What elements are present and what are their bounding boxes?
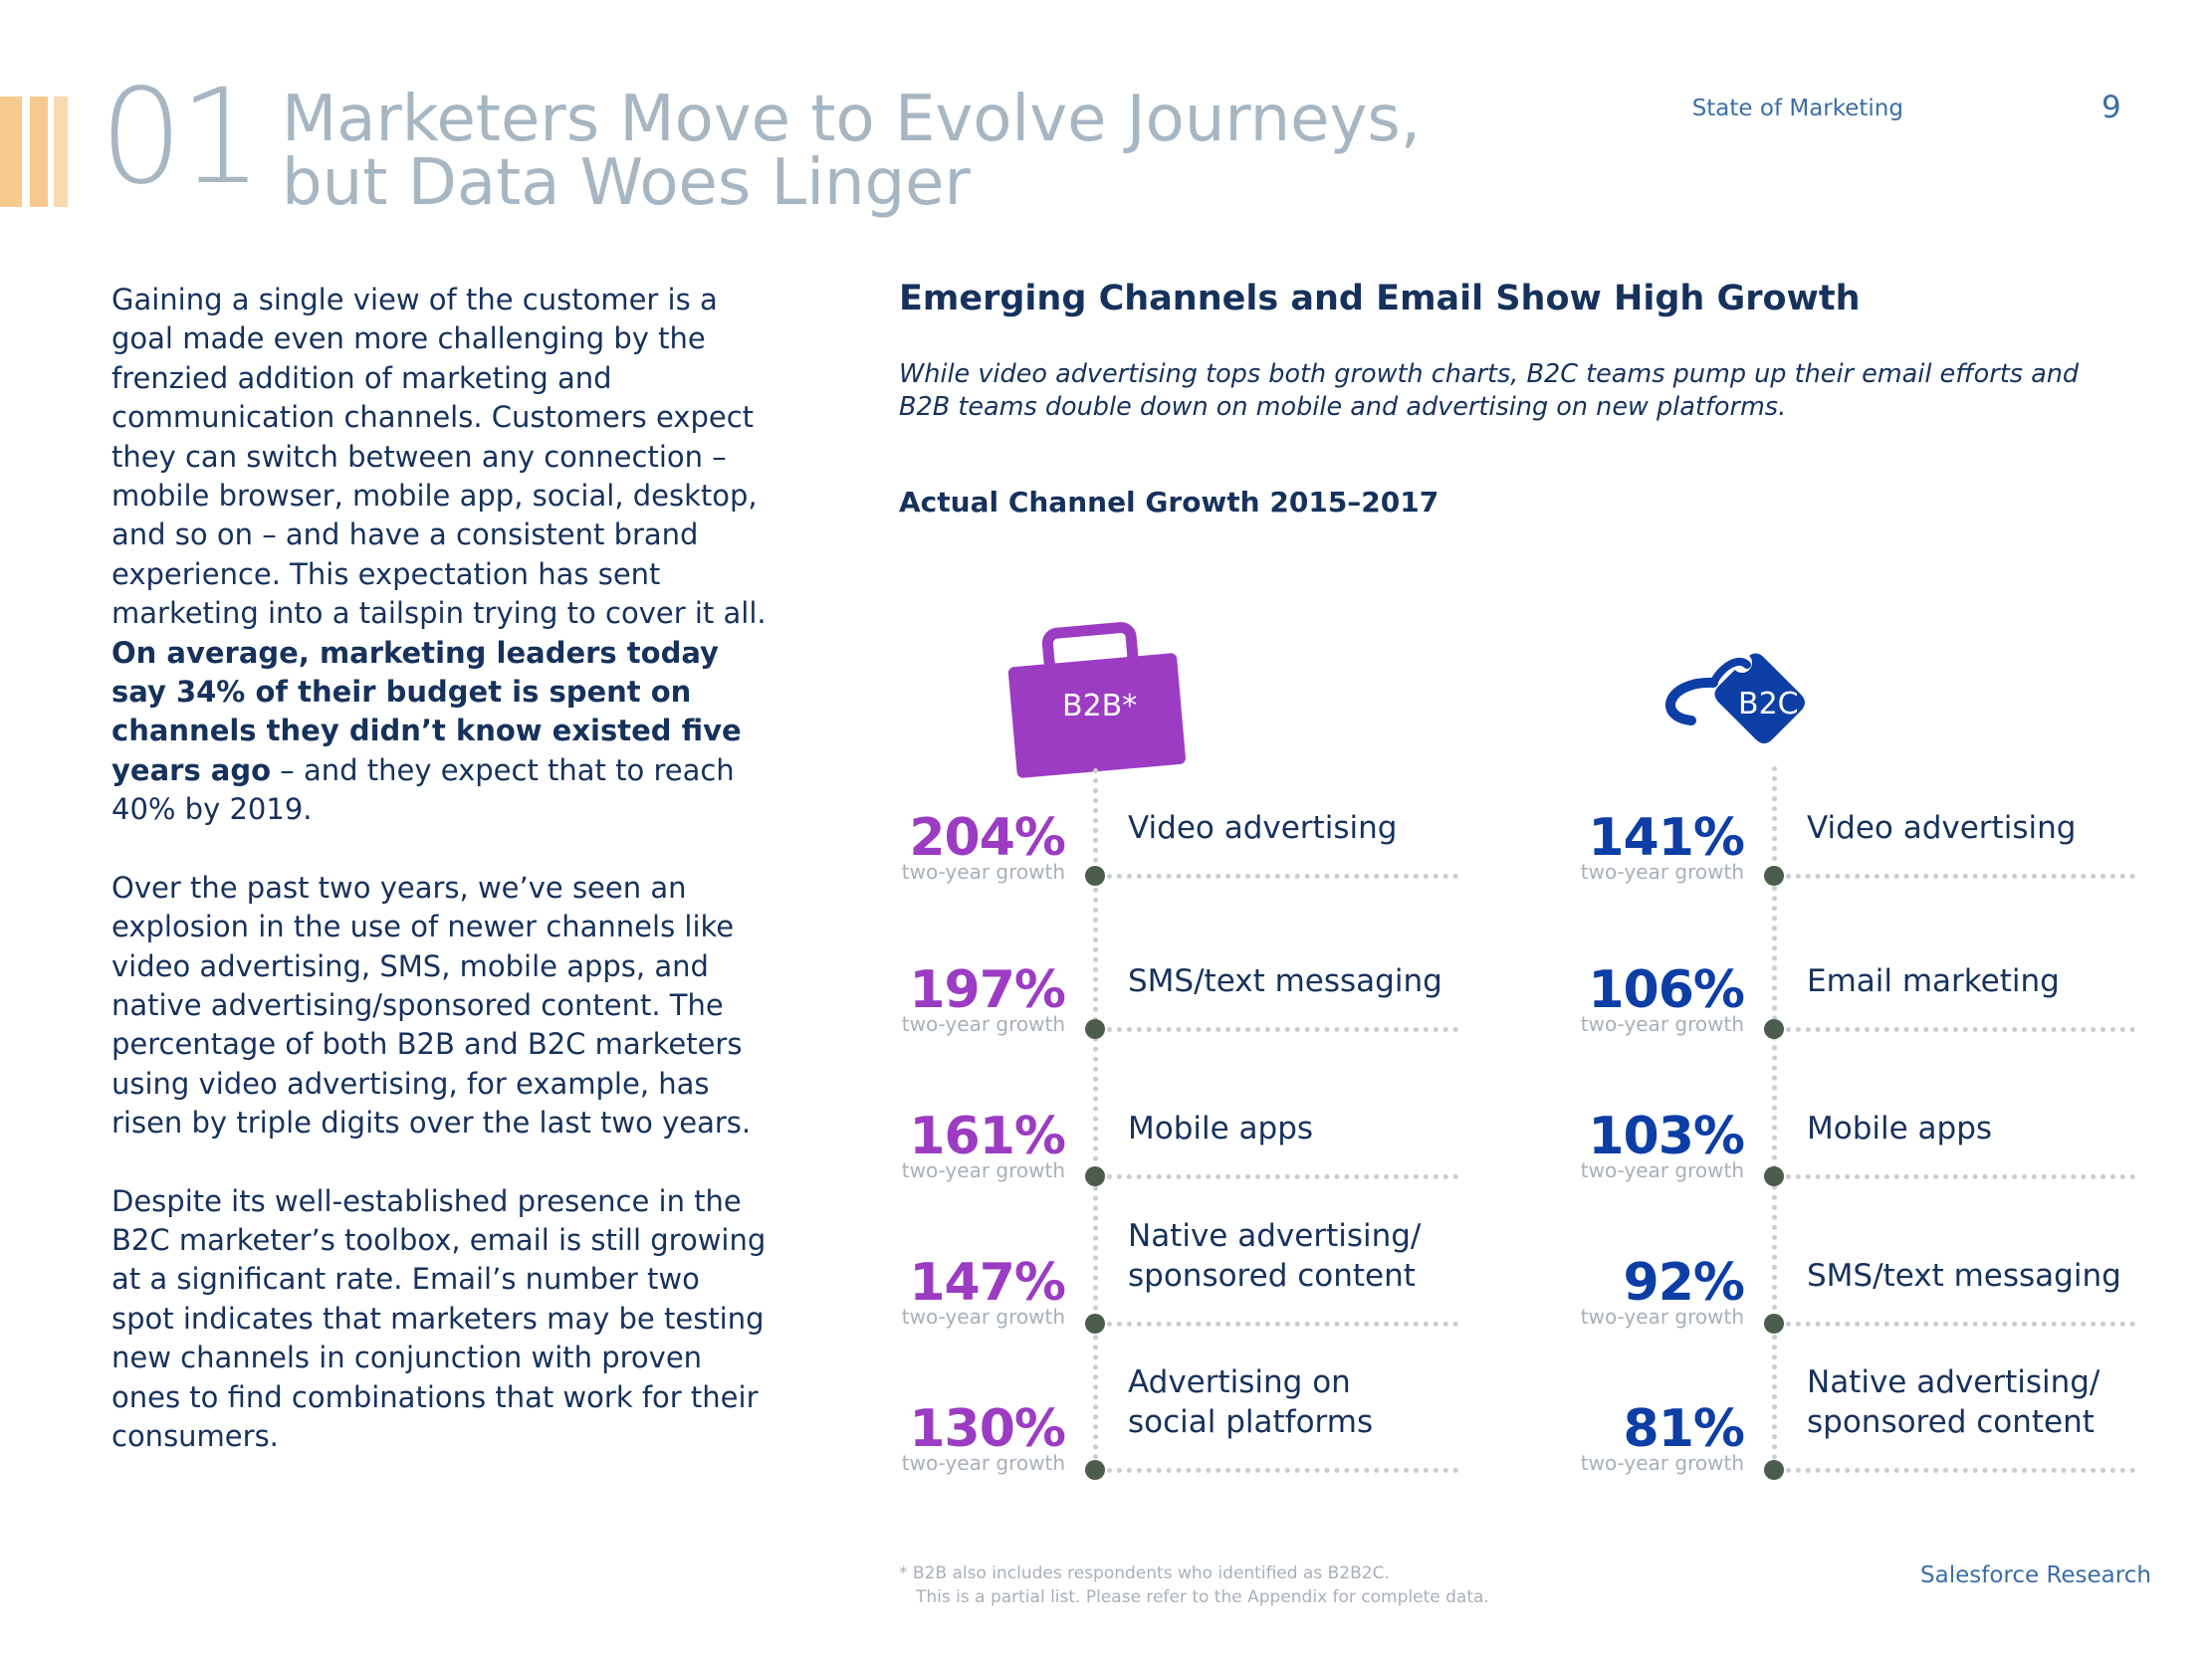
row-rule <box>1786 1322 2135 1327</box>
row-node <box>1764 1460 1784 1480</box>
growth-caption: two-year growth <box>901 1158 1065 1182</box>
channel-label-line: SMS/text messaging <box>1128 963 1442 999</box>
channel-label-line: Native advertising/ <box>1128 1218 1422 1254</box>
channel-label-line: sponsored content <box>1807 1404 2095 1440</box>
channel-label: Advertising on social platforms <box>1128 1362 1456 1442</box>
body-text: Gaining a single view of the customer is… <box>111 281 769 1495</box>
row-rule <box>1786 874 2135 879</box>
b2b-badge-label: B2B* <box>1062 689 1138 724</box>
channel-label: Mobile apps <box>1128 1109 1456 1148</box>
growth-percent: 141% <box>1588 808 1745 868</box>
channel-label: Mobile apps <box>1807 1109 2135 1148</box>
channel-label-line: social platforms <box>1128 1404 1374 1440</box>
row-rule <box>1786 1468 2135 1473</box>
growth-percent: 81% <box>1623 1399 1745 1459</box>
channel-label: Native advertising/sponsored content <box>1807 1362 2135 1442</box>
row-node <box>1085 1314 1105 1334</box>
channel-label-line: SMS/text messaging <box>1807 1258 2121 1294</box>
row-node <box>1764 1166 1784 1186</box>
channel-label-line: Video advertising <box>1128 810 1398 846</box>
vertical-connector <box>1772 766 1777 1470</box>
section-title-line: Marketers Move to Evolve Journeys, <box>282 83 1422 156</box>
chart-title: Emerging Channels and Email Show High Gr… <box>899 279 1861 318</box>
body-text-run: Gaining a single view of the customer is… <box>111 283 767 631</box>
page-number: 9 <box>2101 90 2121 125</box>
channel-label: Native advertising/sponsored content <box>1128 1216 1456 1296</box>
growth-caption: two-year growth <box>1580 1012 1744 1036</box>
row-rule <box>1107 1174 1458 1179</box>
row-rule <box>1107 1027 1458 1032</box>
channel-label-line: Video advertising <box>1807 810 2077 846</box>
footnote-line: * B2B also includes respondents who iden… <box>899 1563 1390 1583</box>
growth-percent: 197% <box>909 960 1066 1020</box>
growth-percent: 130% <box>909 1399 1066 1459</box>
channel-label: Video advertising <box>1807 808 2135 848</box>
row-node <box>1085 1460 1105 1480</box>
section-title: Marketers Move to Evolve Journeys, but D… <box>282 88 1476 215</box>
growth-caption: two-year growth <box>901 1012 1065 1036</box>
brand-footer: Salesforce Research <box>1920 1562 2151 1588</box>
growth-caption: two-year growth <box>1580 860 1744 884</box>
body-paragraph: Over the past two years, we’ve seen an e… <box>111 870 752 1141</box>
row-rule <box>1107 1322 1458 1327</box>
row-rule <box>1107 1468 1458 1473</box>
body-paragraph: Despite its well-established presence in… <box>111 1183 767 1453</box>
accent-bar <box>54 97 68 207</box>
channel-label-line: sponsored content <box>1128 1258 1416 1294</box>
growth-percent: 92% <box>1623 1253 1745 1313</box>
chart-subtitle: While video advertising tops both growth… <box>899 359 2080 422</box>
body-text-run: – and they expect that to reach 40% by 2… <box>111 752 735 827</box>
channel-label-line: Advertising on <box>1128 1364 1351 1400</box>
vertical-connector <box>1093 768 1098 1470</box>
row-rule <box>1786 1027 2135 1032</box>
accent-bar <box>30 97 48 207</box>
b2c-badge-label: B2C <box>1738 687 1799 722</box>
chart-heading: Actual Channel Growth 2015–2017 <box>899 486 1439 518</box>
row-rule <box>1107 874 1458 879</box>
channel-label-line: Mobile apps <box>1128 1111 1314 1146</box>
growth-percent: 161% <box>909 1107 1066 1166</box>
running-head: State of Marketing <box>1691 96 1903 121</box>
growth-caption: two-year growth <box>901 1305 1065 1329</box>
growth-percent: 103% <box>1588 1107 1745 1166</box>
growth-caption: two-year growth <box>901 860 1065 884</box>
section-number: 01 <box>100 61 263 214</box>
growth-percent: 204% <box>909 808 1066 868</box>
footnote-line: This is a partial list. Please refer to … <box>916 1587 1489 1607</box>
growth-caption: two-year growth <box>1580 1451 1744 1475</box>
row-node <box>1764 866 1784 886</box>
channel-label: Email marketing <box>1807 961 2135 1001</box>
growth-caption: two-year growth <box>1580 1158 1744 1182</box>
channel-label: Video advertising <box>1128 808 1456 848</box>
growth-percent: 147% <box>909 1253 1066 1313</box>
price-tag-icon <box>1665 653 1806 744</box>
growth-percent: 106% <box>1588 960 1745 1020</box>
footnote: * B2B also includes respondents who iden… <box>899 1561 1489 1609</box>
row-node <box>1764 1314 1784 1334</box>
growth-caption: two-year growth <box>1580 1305 1744 1329</box>
channel-label-line: Mobile apps <box>1807 1111 1993 1146</box>
growth-caption: two-year growth <box>901 1451 1065 1475</box>
row-node <box>1764 1019 1784 1039</box>
briefcase-icon <box>1007 622 1186 778</box>
row-rule <box>1786 1174 2135 1179</box>
row-node <box>1085 866 1105 886</box>
channel-label: SMS/text messaging <box>1807 1256 2135 1296</box>
row-node <box>1085 1019 1105 1039</box>
row-node <box>1085 1166 1105 1186</box>
body-paragraph: Gaining a single view of the customer is… <box>111 281 769 830</box>
channel-label: SMS/text messaging <box>1128 961 1456 1001</box>
section-title-line: but Data Woes Linger <box>282 146 971 220</box>
body-text-emphasis: On average, marketing leaders today say … <box>111 635 742 787</box>
channel-label-line: Email marketing <box>1807 963 2060 999</box>
accent-bar <box>0 97 22 207</box>
channel-label-line: Native advertising/ <box>1807 1364 2101 1400</box>
